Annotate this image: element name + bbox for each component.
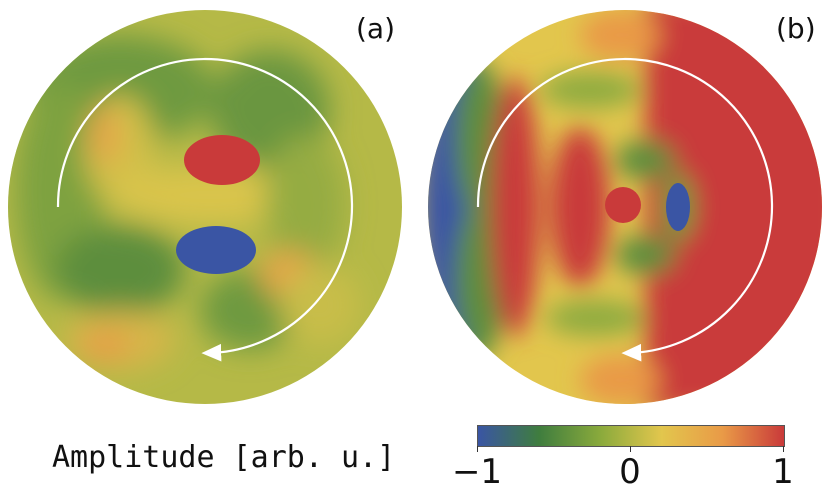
panel-b-disk — [428, 10, 822, 404]
colorbar-tick-min — [477, 446, 478, 452]
panel-b-blue-spot — [666, 183, 690, 231]
colorbar-tick-mid — [630, 446, 631, 452]
colorbar-tick-label-max: 1 — [772, 452, 794, 492]
colorbar-tick-max — [783, 446, 784, 452]
panel-a-disk — [8, 10, 402, 404]
colorbar-title: Amplitude [arb. u.] — [52, 440, 396, 475]
panel-a-blue-lobe — [176, 226, 256, 274]
colorbar — [477, 425, 785, 447]
panel-b-label: (b) — [776, 12, 816, 45]
panel-a-label: (a) — [356, 12, 396, 45]
panel-b-red-core — [605, 187, 641, 223]
panel-a-red-lobe — [184, 135, 260, 185]
panel-a-rotation-arrow — [56, 57, 354, 362]
colorbar-tick-label-min: −1 — [451, 452, 503, 492]
colorbar-tick-label-mid: 0 — [619, 452, 641, 492]
panel-b-rotation-arrow — [476, 57, 774, 362]
